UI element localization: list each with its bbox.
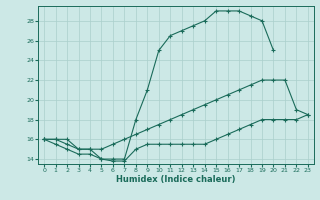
X-axis label: Humidex (Indice chaleur): Humidex (Indice chaleur) (116, 175, 236, 184)
